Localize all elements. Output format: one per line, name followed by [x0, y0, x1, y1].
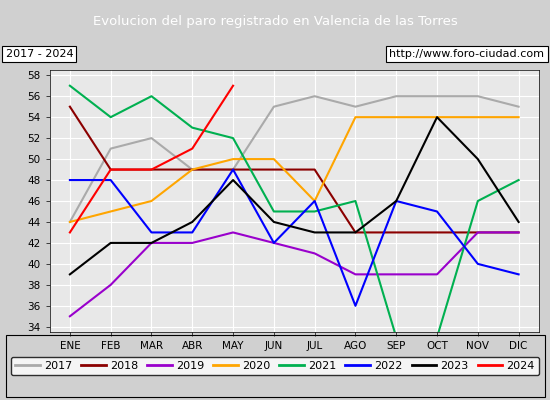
Text: Evolucion del paro registrado en Valencia de las Torres: Evolucion del paro registrado en Valenci…	[92, 14, 458, 28]
Legend: 2017, 2018, 2019, 2020, 2021, 2022, 2023, 2024: 2017, 2018, 2019, 2020, 2021, 2022, 2023…	[11, 356, 539, 376]
Text: http://www.foro-ciudad.com: http://www.foro-ciudad.com	[389, 49, 544, 59]
Text: 2017 - 2024: 2017 - 2024	[6, 49, 73, 59]
